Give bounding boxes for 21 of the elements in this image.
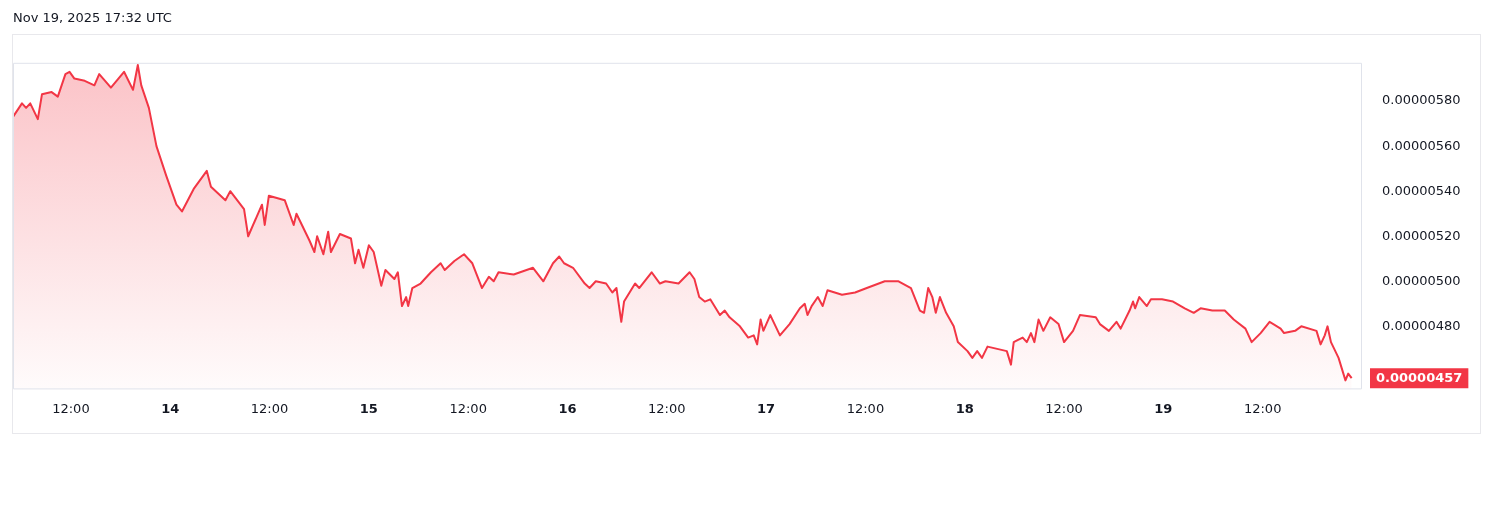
y-tick-label: 0.00000580: [1382, 92, 1461, 108]
x-tick-label: 14: [161, 400, 180, 416]
x-tick-label: 17: [757, 400, 776, 416]
text: Nov 19, 2025 17:32 UTC: [13, 10, 172, 25]
x-tick-label: 15: [359, 400, 378, 416]
x-tick-label: 12:00: [648, 400, 686, 416]
x-tick-label: 19: [1154, 400, 1173, 416]
x-tick-label: 16: [558, 400, 577, 416]
x-tick-label: 12:00: [52, 400, 90, 416]
x-tick-label: 12:00: [846, 400, 885, 416]
annotation: 0.00000457: [1376, 369, 1463, 385]
y-tick-label: 0.00000500: [1382, 272, 1461, 288]
x-tick-label: 12:00: [1045, 400, 1083, 416]
y-tick-label: 0.00000480: [1382, 317, 1461, 333]
x-tick-label: 18: [955, 400, 974, 416]
x-tick-label: 12:00: [1243, 400, 1282, 416]
y-tick-label: 0.00000520: [1382, 227, 1461, 243]
y-tick-label: 0.00000540: [1382, 182, 1461, 198]
x-tick-label: 12:00: [250, 400, 289, 416]
y-tick-label: 0.00000560: [1382, 137, 1461, 153]
x-tick-label: 12:00: [449, 400, 487, 416]
